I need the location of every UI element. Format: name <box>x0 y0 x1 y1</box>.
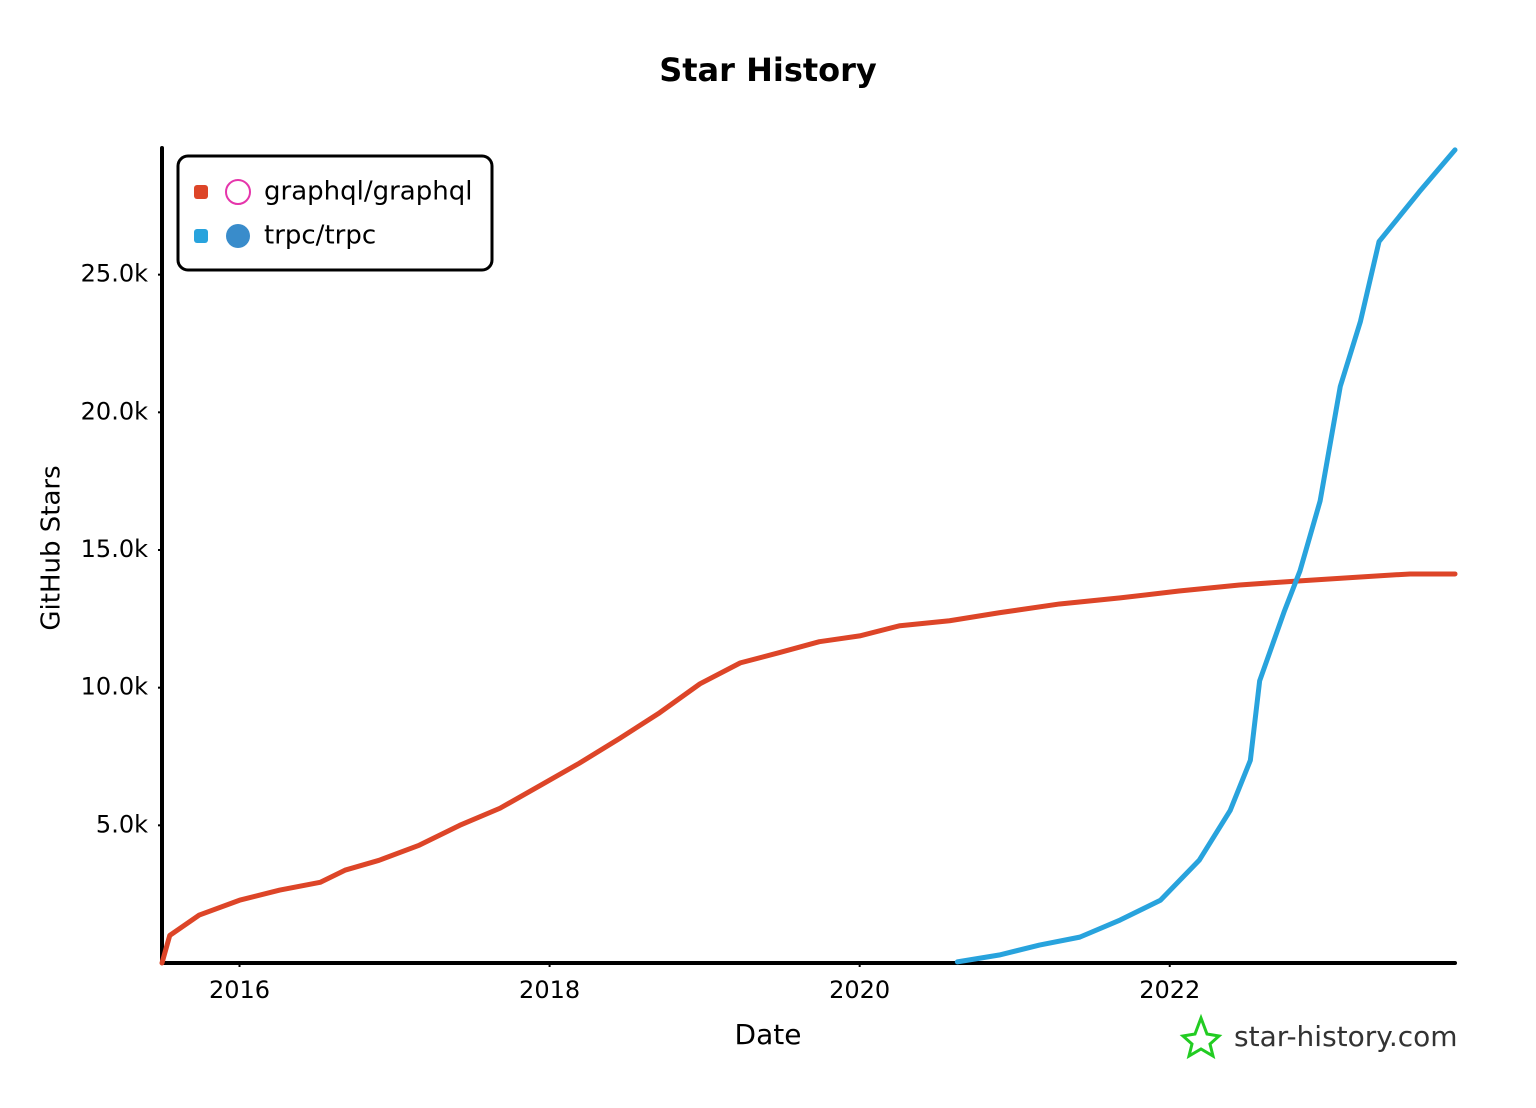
y-tick-label: 25.0k <box>81 260 148 288</box>
legend-swatch <box>194 229 208 243</box>
legend-box <box>176 154 494 272</box>
y-tick-label: 5.0k <box>96 810 148 838</box>
watermark-logo <box>1179 1013 1223 1060</box>
y-tick-label: 15.0k <box>81 535 148 563</box>
legend-swatch <box>194 185 208 199</box>
chart-title: Star History <box>659 51 877 89</box>
legend-label: graphql/graphql <box>264 177 472 207</box>
y-axis-label: GitHub Stars <box>37 465 67 630</box>
x-tick-label: 2022 <box>1139 976 1200 1004</box>
y-tick-label: 20.0k <box>81 397 148 425</box>
x-tick-label: 2020 <box>829 976 890 1004</box>
series-line <box>159 571 1458 966</box>
legend: graphql/graphql trpc/trpc <box>176 154 494 272</box>
watermark: star-history.com <box>1179 1013 1458 1060</box>
x-tick-label: 2016 <box>209 976 270 1004</box>
series-line <box>954 147 1458 965</box>
y-tick-label: 10.0k <box>81 673 148 701</box>
legend-label: trpc/trpc <box>264 221 376 251</box>
legend-icon <box>225 179 251 205</box>
legend-icon <box>226 224 250 248</box>
x-tick-label: 2018 <box>519 976 580 1004</box>
watermark-text: star-history.com <box>1234 1020 1458 1053</box>
x-axis-label: Date <box>735 1018 802 1051</box>
